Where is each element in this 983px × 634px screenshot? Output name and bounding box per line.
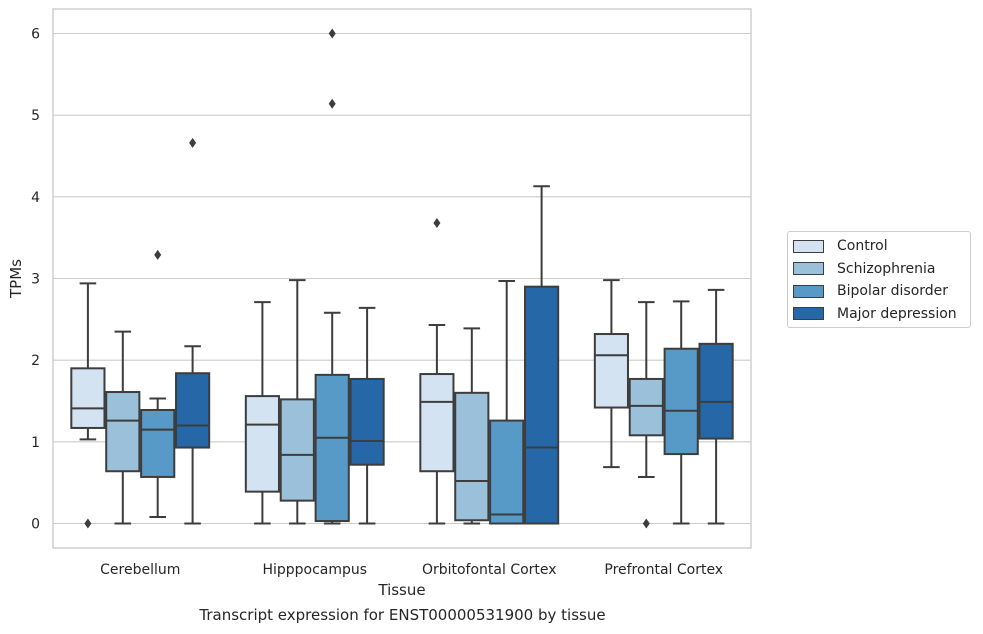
y-tick-label: 2 — [31, 353, 40, 369]
box — [663, 347, 699, 456]
outlier-point — [154, 249, 162, 260]
y-tick-label: 0 — [31, 517, 40, 533]
box — [70, 367, 106, 429]
box — [349, 377, 385, 466]
legend-swatch — [793, 262, 824, 276]
legend-swatch — [793, 307, 824, 321]
box — [140, 408, 176, 478]
y-tick-label: 3 — [31, 272, 40, 288]
outlier-point — [433, 217, 441, 228]
box — [244, 395, 280, 493]
x-tick-label: Hipppocampus — [262, 562, 367, 578]
x-axis-label: Tissue — [377, 581, 425, 599]
box — [175, 372, 211, 449]
outlier-point — [642, 518, 650, 529]
legend-item: Schizophrenia — [788, 258, 970, 281]
y-tick-label: 1 — [31, 435, 40, 451]
legend-label: Bipolar disorder — [837, 283, 949, 300]
box — [454, 391, 490, 522]
box — [419, 373, 455, 473]
y-tick-label: 4 — [31, 190, 40, 206]
box — [314, 373, 350, 523]
outlier-point — [328, 98, 336, 109]
legend-label: Major depression — [837, 305, 957, 322]
box — [524, 285, 560, 525]
chart-caption: Transcript expression for ENST0000053190… — [199, 606, 606, 624]
y-tick-label: 5 — [31, 108, 40, 124]
legend-item: Control — [788, 235, 970, 258]
box — [105, 391, 141, 473]
legend-item: Bipolar disorder — [788, 280, 970, 303]
legend-item: Major depression — [788, 303, 970, 326]
box — [628, 377, 664, 437]
legend-swatch — [793, 239, 824, 253]
x-tick-label: Cerebellum — [100, 562, 180, 578]
box — [593, 333, 629, 409]
box — [698, 342, 734, 440]
outlier-point — [84, 518, 92, 529]
legend: Control Schizophrenia Bipolar disorder Majo… — [787, 231, 971, 328]
x-tick-label: Prefrontal Cortex — [604, 562, 723, 578]
outlier-point — [328, 28, 336, 39]
legend-label: Schizophrenia — [837, 260, 936, 277]
y-axis-label: TPMs — [7, 259, 25, 299]
plot-frame — [52, 8, 752, 549]
box — [489, 419, 525, 525]
box — [279, 398, 315, 502]
legend-label: Control — [837, 238, 888, 255]
x-tick-label: Orbitofontal Cortex — [422, 562, 557, 578]
legend-swatch — [793, 284, 824, 298]
outlier-point — [189, 137, 197, 148]
y-tick-label: 6 — [31, 27, 40, 43]
